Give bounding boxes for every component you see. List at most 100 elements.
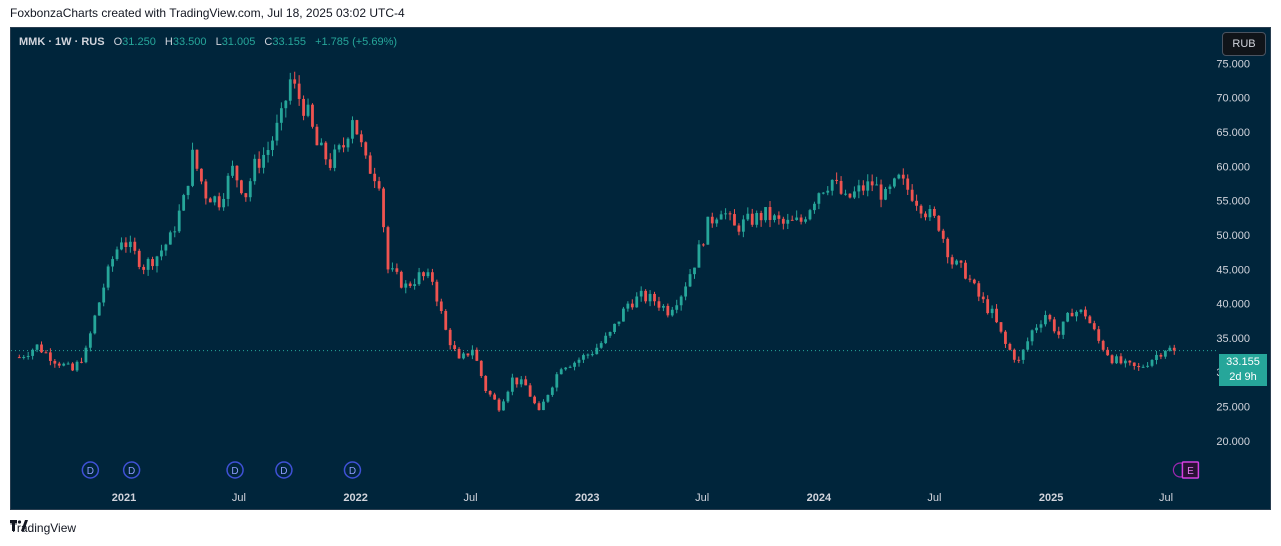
candle-body [328, 159, 332, 168]
candle-body [186, 185, 190, 196]
candle-body [275, 122, 279, 141]
close-value: 33.155 [272, 36, 307, 48]
candle-body [266, 150, 270, 155]
candle-body [937, 215, 941, 231]
candle-body [1146, 365, 1149, 367]
dividend-marker-label: D [349, 466, 356, 477]
y-tick-label: 35.000 [1216, 333, 1250, 345]
close-label: C [264, 36, 273, 48]
candle-body [648, 293, 652, 302]
candle-body [1048, 315, 1052, 320]
candle-body [324, 142, 328, 160]
candle-body [1061, 321, 1065, 335]
candle-body [999, 322, 1003, 332]
candle-body [813, 203, 816, 211]
candle-body [1106, 349, 1110, 356]
candle-body [279, 108, 283, 123]
candle-body [128, 241, 132, 248]
candle-body [160, 250, 163, 257]
candle-body [528, 385, 532, 397]
earnings-marker-label: E [1187, 466, 1194, 477]
candle-body [293, 79, 297, 84]
candle-body [448, 329, 452, 346]
high-label: H [164, 36, 173, 48]
candle-body [750, 213, 754, 225]
candle-body [453, 345, 457, 350]
candle-body [457, 349, 461, 359]
x-tick-label: 2024 [807, 492, 832, 504]
candle-body [1084, 309, 1087, 317]
candle-body [586, 354, 590, 356]
candle-body [626, 303, 630, 309]
currency-button[interactable]: RUB [1222, 32, 1266, 56]
candle-body [173, 231, 177, 233]
candle-body [164, 244, 168, 251]
candle-body [1101, 340, 1105, 350]
candle-body [995, 308, 998, 323]
candle-body [955, 260, 958, 265]
ohlc-legend: MMK · 1W · RUS O31.250 H33.500 L31.005 C… [19, 36, 397, 48]
candle-body [964, 262, 967, 279]
candle-body [795, 217, 799, 220]
candle-body [106, 266, 110, 288]
candle-body [142, 266, 146, 270]
candle-body [462, 353, 465, 359]
candle-body [1070, 312, 1074, 317]
candle-body [857, 185, 861, 192]
candle-body [688, 274, 692, 287]
dividend-marker-label: D [231, 466, 238, 477]
candle-body [502, 401, 505, 411]
candle-body [155, 256, 159, 267]
open-label: O [113, 36, 123, 48]
candle-body [1172, 347, 1176, 351]
candle-body [848, 193, 852, 198]
candle-body [222, 198, 226, 208]
candle-body [231, 165, 234, 176]
open-value: 31.250 [122, 36, 156, 48]
candle-body [875, 184, 879, 186]
candle-body [657, 301, 661, 308]
candle-body [715, 219, 719, 224]
candle-body [568, 366, 572, 368]
candle-body [1159, 354, 1163, 357]
low-label: L [215, 36, 222, 48]
candle-body [790, 219, 794, 221]
candle-body [337, 145, 341, 150]
symbol-label: MMK · 1W · RUS [19, 36, 105, 48]
candle-body [728, 213, 732, 215]
candle-body [253, 158, 257, 182]
candle-body [928, 208, 932, 218]
candle-body [670, 309, 674, 316]
candle-body [719, 214, 723, 220]
dividend-marker-ring [343, 461, 362, 479]
candle-body [861, 185, 865, 191]
candle-body [239, 180, 243, 194]
candle-body [1008, 343, 1012, 350]
candle-body [182, 195, 186, 211]
candle-body [479, 360, 483, 376]
candle-body [262, 154, 266, 168]
y-tick-label: 65.000 [1216, 127, 1250, 139]
candle-body [408, 283, 412, 286]
candle-body [853, 191, 856, 198]
candle-body [653, 293, 656, 302]
candle-body [675, 305, 679, 310]
candle-body [1021, 349, 1025, 360]
candle-body [1119, 356, 1123, 364]
candle-body [111, 259, 114, 267]
candle-body [644, 290, 648, 302]
y-tick-label: 75.000 [1216, 58, 1250, 70]
candle-body [781, 218, 785, 224]
candle-body [1075, 311, 1078, 317]
candle-body [484, 375, 488, 392]
candle-body [444, 311, 448, 330]
candle-body [217, 196, 221, 208]
candle-body [346, 138, 350, 148]
candle-body [746, 213, 750, 220]
candle-body [817, 193, 821, 204]
y-tick-label: 45.000 [1216, 264, 1250, 276]
candle-body [137, 250, 141, 267]
candle-body [919, 205, 923, 214]
